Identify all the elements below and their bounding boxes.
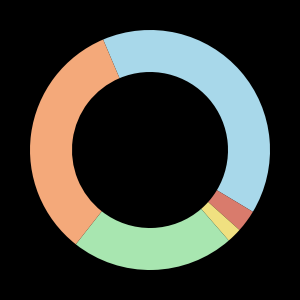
Wedge shape (208, 190, 253, 230)
Wedge shape (201, 202, 239, 241)
Wedge shape (103, 30, 270, 212)
Wedge shape (76, 209, 229, 270)
Wedge shape (30, 40, 119, 244)
